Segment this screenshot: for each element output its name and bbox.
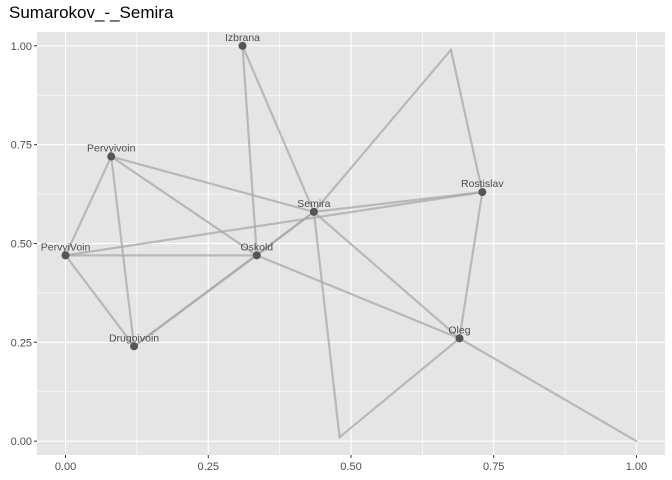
node-point	[107, 152, 116, 161]
network-edge	[64, 155, 113, 257]
node-label: Rostislav	[461, 178, 504, 190]
node-point	[238, 41, 247, 50]
network-edge	[312, 48, 453, 213]
network-edge	[338, 337, 461, 439]
network-edge	[255, 210, 315, 257]
x-tick-label: 1.00	[626, 461, 647, 473]
node-label: Oleg	[448, 324, 470, 336]
network-edge	[241, 44, 315, 213]
node-point	[61, 251, 70, 260]
y-tick-label: 0.25	[11, 337, 32, 349]
node-label: Oskold	[240, 241, 273, 253]
node-label: PervyiVoin	[41, 241, 91, 253]
y-tick-label: 1.00	[11, 41, 32, 53]
node-label: Drugoivoin	[109, 332, 159, 344]
x-tick-label: 0.75	[483, 461, 504, 473]
x-tick-label: 0.25	[198, 461, 219, 473]
x-tick-label: 0.50	[340, 461, 361, 473]
network-edge	[241, 44, 258, 257]
node-label: Semira	[297, 198, 330, 210]
network-edge	[312, 210, 461, 340]
node-point	[252, 251, 261, 260]
node-point	[309, 207, 318, 216]
network-edge	[110, 155, 315, 213]
y-tick-label: 0.50	[11, 239, 32, 251]
network-edge	[64, 254, 136, 348]
network-edge	[110, 155, 136, 348]
network-edge	[312, 210, 341, 439]
node-point	[455, 334, 464, 343]
node-point	[478, 188, 487, 197]
network-edge	[255, 254, 461, 340]
y-tick-label: 0.00	[11, 436, 32, 448]
node-label: Izbrana	[225, 32, 260, 44]
network-edge	[458, 191, 484, 340]
node-label: Pervyivoin	[87, 143, 136, 155]
network-edge	[64, 191, 484, 257]
y-tick-label: 0.75	[11, 140, 32, 152]
network-edge	[110, 155, 258, 257]
x-tick-label: 0.00	[55, 461, 76, 473]
network-edge	[458, 337, 638, 443]
chart-title: Sumarokov_-_Semira	[9, 3, 174, 22]
network-edge	[449, 48, 484, 194]
node-point	[130, 342, 139, 351]
